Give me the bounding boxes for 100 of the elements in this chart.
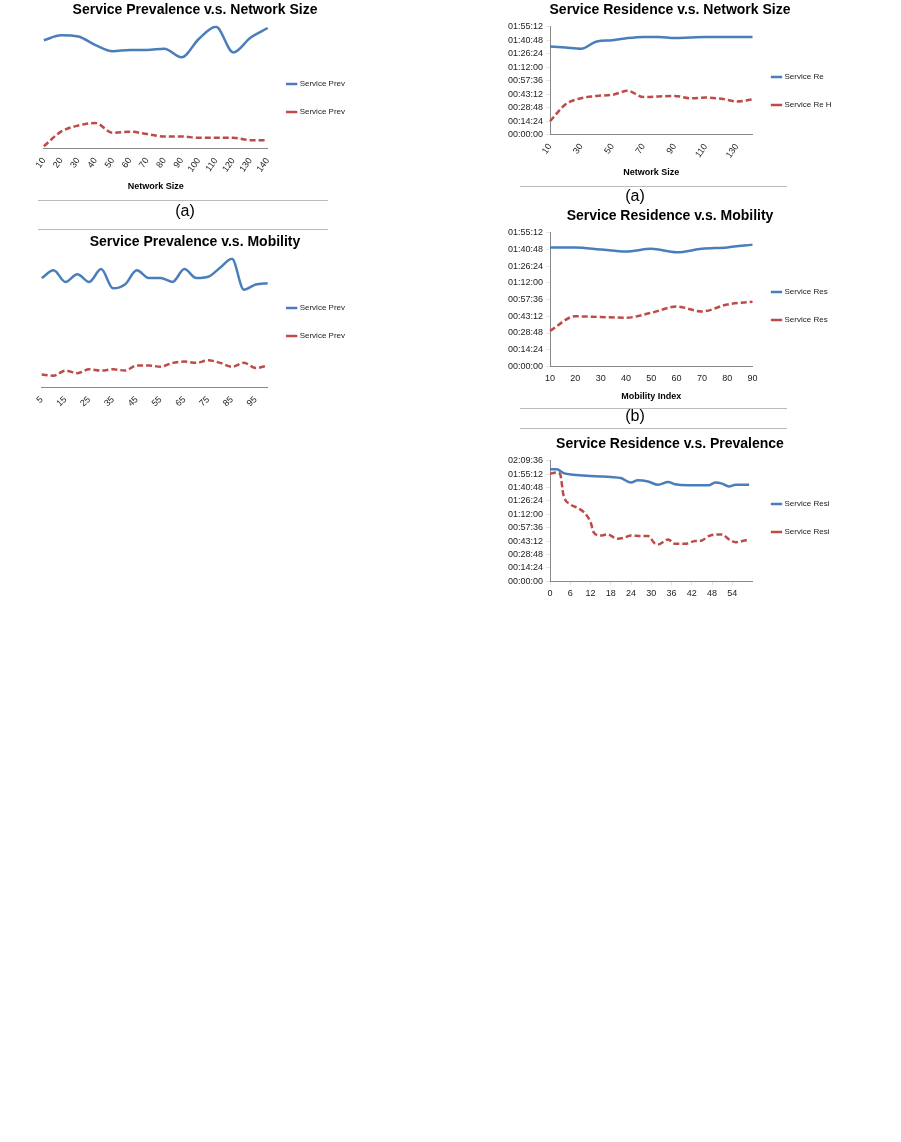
x-tick-label: 40 (85, 155, 100, 170)
chart-title: Service Residence v.s. Mobility (566, 207, 774, 224)
y-tick-label: 01:26:24 (507, 495, 544, 506)
y-tick-label: 00:43:12 (507, 535, 544, 546)
y-tick-label: 00:28:48 (507, 327, 544, 338)
y-tick-label: 00:57:36 (507, 75, 544, 86)
x-tick-label: 48 (707, 588, 718, 599)
legend-label: Service Resi (784, 527, 830, 537)
x-tick-label: 50 (646, 373, 657, 384)
x-tick-label: 90 (747, 373, 758, 384)
x-tick-label: 130 (237, 155, 255, 174)
x-tick-label: 6 (567, 588, 573, 599)
y-tick-label: 01:55:12 (507, 21, 544, 32)
x-tick-label: 110 (692, 141, 710, 160)
line-series (548, 35, 754, 50)
y-tick-label: 01:12:00 (507, 61, 544, 72)
y-tick-label: 00:57:36 (507, 294, 544, 305)
x-tick-label: 75 (197, 394, 212, 409)
y-tick-label: 00:28:48 (507, 548, 544, 559)
y-tick-label: 01:12:00 (507, 508, 544, 519)
x-tick-label: 120 (219, 155, 237, 174)
chart-title: Service Residence v.s. Prevalence (556, 435, 785, 452)
y-tick-label: 01:55:12 (507, 468, 544, 479)
x-tick-label: 10 (545, 373, 556, 384)
y-tick-label: 01:40:48 (507, 34, 544, 45)
x-tick-label: 30 (595, 373, 606, 384)
legend-label: Service Prev (299, 107, 346, 117)
x-tick-label: 5 (34, 394, 45, 405)
x-tick-label: 36 (666, 588, 677, 599)
x-tick-label: 130 (723, 141, 741, 160)
x-tick-label: 85 (220, 394, 236, 409)
legend-label: Service Prev (299, 303, 346, 313)
chart-title: Service Prevalence v.s. Network Size (72, 1, 318, 18)
x-tick-label: 10 (33, 155, 48, 170)
y-tick-label: 00:43:12 (507, 88, 544, 99)
x-tick-label: 35 (101, 394, 117, 409)
legend-label: Service Re H (784, 100, 832, 110)
y-tick-label: 00:00:00 (507, 360, 544, 371)
x-tick-label: 50 (602, 141, 616, 156)
y-tick-label: 02:09:36 (507, 455, 544, 466)
x-tick-label: 10 (539, 141, 554, 156)
x-tick-label: 42 (686, 588, 697, 599)
x-tick-label: 100 (185, 155, 203, 174)
x-tick-label: 60 (119, 155, 134, 170)
y-tick-label: 00:00:00 (507, 129, 544, 140)
x-axis-title: Network Size (127, 181, 184, 192)
x-tick-label: 45 (125, 394, 140, 409)
x-tick-label: 18 (605, 588, 616, 599)
y-tick-label: 00:14:24 (507, 344, 544, 355)
x-tick-label: 140 (254, 155, 272, 174)
x-tick-label: 110 (203, 155, 220, 174)
y-tick-label: 00:14:24 (507, 562, 544, 573)
y-tick-label: 01:40:48 (507, 482, 544, 493)
y-tick-label: 00:14:24 (507, 115, 544, 126)
x-axis-title: Mobility Index (621, 391, 682, 402)
y-tick-label: 00:43:12 (507, 310, 544, 321)
x-tick-label: 65 (173, 394, 188, 409)
legend-label: Service Resi (784, 499, 830, 509)
y-tick-label: 00:28:48 (507, 102, 544, 113)
x-tick-label: 24 (626, 588, 637, 599)
y-tick-label: 01:40:48 (507, 243, 544, 254)
x-tick-label: 60 (671, 373, 682, 384)
x-tick-label: 90 (171, 155, 186, 170)
x-tick-label: 50 (102, 155, 117, 170)
legend-label: Service Res (784, 287, 828, 297)
line-series (550, 467, 751, 488)
line-series (548, 243, 754, 254)
x-tick-label: 70 (696, 373, 707, 384)
x-tick-label: 95 (244, 394, 259, 409)
text: (b) (624, 407, 646, 425)
y-tick-label: 00:57:36 (507, 522, 544, 533)
legend-label: Service Re (784, 72, 825, 82)
x-tick-label: 80 (722, 373, 733, 384)
text: (a) (624, 187, 646, 205)
x-tick-label: 30 (67, 155, 82, 170)
line-series (548, 300, 754, 333)
y-tick-label: 00:00:00 (507, 575, 544, 586)
y-tick-label: 01:26:24 (507, 48, 544, 59)
x-tick-label: 90 (664, 141, 679, 156)
x-tick-label: 25 (78, 394, 93, 409)
x-axis-title: Network Size (623, 167, 680, 178)
legend-label: Service Prev (299, 79, 346, 89)
x-tick-label: 70 (136, 155, 151, 170)
x-tick-label: 12 (585, 588, 596, 599)
x-tick-label: 15 (54, 394, 69, 409)
chart-title: Service Prevalence v.s. Mobility (89, 233, 301, 250)
x-tick-label: 80 (154, 155, 168, 170)
x-tick-label: 0 (547, 588, 553, 599)
x-tick-label: 54 (727, 588, 738, 599)
text: (a) (174, 202, 196, 220)
x-tick-label: 55 (149, 394, 164, 409)
chart-title: Service Residence v.s. Network Size (549, 1, 791, 18)
x-tick-label: 20 (570, 373, 581, 384)
x-tick-label: 20 (50, 155, 65, 170)
y-tick-label: 01:12:00 (507, 277, 544, 288)
legend-label: Service Prev (299, 331, 346, 341)
x-tick-label: 40 (620, 373, 631, 384)
x-tick-label: 30 (570, 141, 585, 156)
y-tick-label: 01:26:24 (507, 260, 544, 271)
x-tick-label: 70 (633, 141, 648, 156)
